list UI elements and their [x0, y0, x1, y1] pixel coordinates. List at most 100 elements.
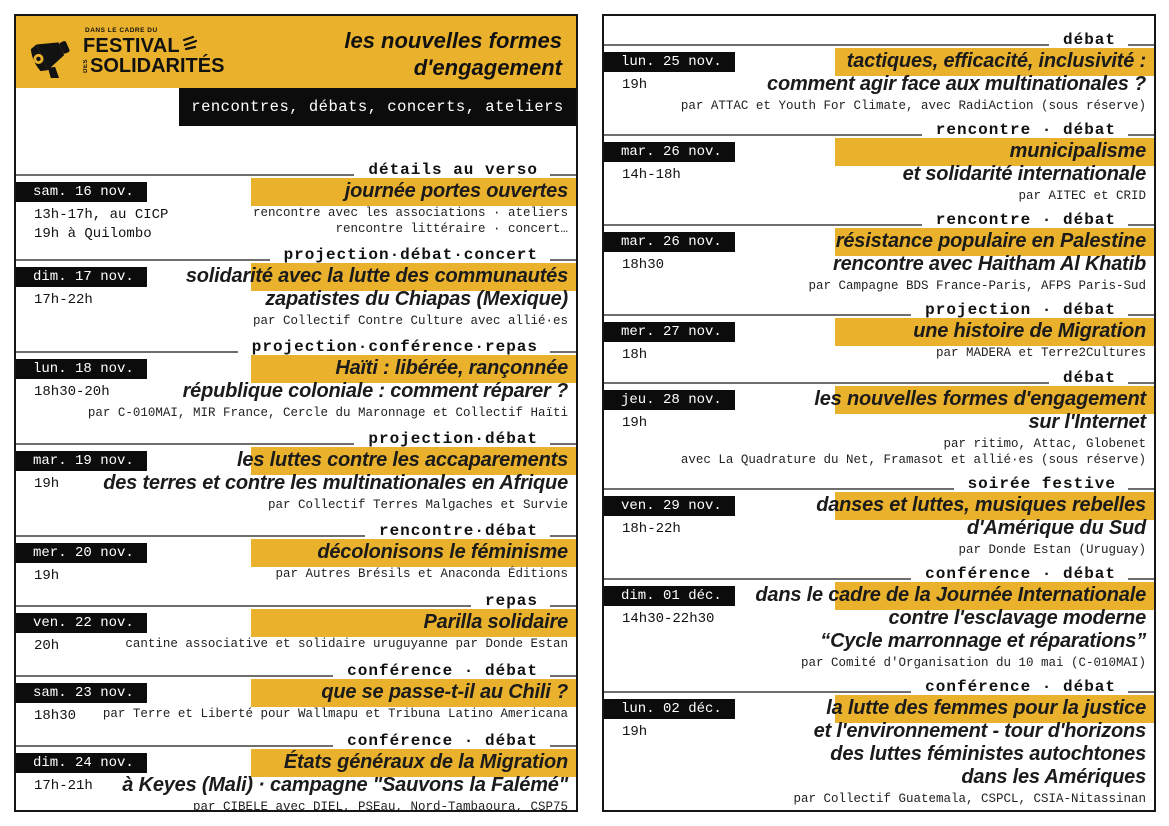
logo-solidarites: SOLIDARITÉS — [90, 55, 225, 78]
title-line: d'Amérique du Sud — [966, 517, 1146, 539]
event-type-label: repas — [484, 592, 538, 610]
event-date-box: sam. 16 nov. — [16, 182, 147, 202]
event-credits: par ATTAC et Youth For Climate, avec Rad… — [604, 98, 1154, 114]
credit-line: par Campagne BDS France-Paris, AFPS Pari… — [808, 279, 1146, 293]
event-time: 14h30-22h30 — [622, 610, 714, 629]
event-time: 13h-17h, au CICP 19h à Quilombo — [34, 206, 168, 244]
credit-line: par MADERA et Terre2Cultures — [935, 346, 1146, 360]
event-type-label: conférence · débat — [347, 662, 538, 680]
title-highlight-bar — [251, 609, 576, 637]
event-item: projection·débat mar. 19 nov. 19h les lu… — [16, 429, 576, 513]
event-type-label: rencontre · débat — [935, 211, 1116, 229]
event-credits: par Collectif Terres Malgaches et Survie — [16, 497, 576, 513]
event-credits: par Collectif Contre Culture avec allié·… — [16, 313, 576, 329]
event-type-label: conférence · débat — [925, 678, 1116, 696]
title-highlight-bar — [251, 447, 576, 475]
page-left: DANS LE CADRE DU FESTIVAL DES SOLIDARITÉ… — [14, 14, 578, 812]
event-date-box: dim. 17 nov. — [16, 267, 147, 287]
title-highlight-bar — [835, 582, 1154, 610]
event-type-label: détails au verso — [368, 161, 538, 179]
rule-line-left — [604, 382, 1049, 384]
event-date-box: dim. 24 nov. — [16, 753, 147, 773]
event-date-box: mar. 26 nov. — [604, 142, 735, 162]
event-item: conférence · débat dim. 24 nov. 17h-21h … — [16, 731, 576, 812]
title-line: dans les Amériques — [961, 766, 1146, 788]
events-list-left: détails au verso sam. 16 nov. 13h-17h, a… — [16, 126, 576, 812]
title-line: États généraux de la Migration — [283, 751, 568, 773]
event-item: repas ven. 22 nov. 20h Parilla solidaire… — [16, 591, 576, 654]
event-credits: par Terre et Liberté pour Wallmapu et Tr… — [16, 706, 576, 722]
rays-icon — [182, 36, 197, 51]
title-line: danses et luttes, musiques rebelles — [816, 494, 1146, 516]
credit-line: par Autres Brésils et Anaconda Éditions — [275, 567, 568, 581]
credit-line: par Collectif Terres Malgaches et Survie — [267, 498, 568, 512]
title-line: rencontre avec Haitham Al Khatib — [833, 253, 1146, 275]
rule-line-left — [16, 443, 355, 445]
title-highlight-bar — [835, 492, 1154, 520]
rule-line-right — [1128, 314, 1154, 316]
event-title: une histoire de Migration — [604, 320, 1154, 343]
event-time: 14h-18h — [622, 166, 681, 185]
title-line: tactiques, efficacité, inclusivité : — [846, 50, 1146, 72]
event-item: débat lun. 25 nov. 19h tactiques, effica… — [604, 30, 1154, 114]
credit-line: par ATTAC et Youth For Climate, avec Rad… — [680, 99, 1146, 113]
event-time: 19h — [34, 475, 59, 494]
rule-line-left — [604, 578, 912, 580]
events-list-right: débat lun. 25 nov. 19h tactiques, effica… — [604, 16, 1154, 807]
event-credits: par ritimo, Attac, Globenet avec La Quadr… — [604, 436, 1154, 468]
rule-line-right — [550, 605, 576, 607]
time-line: 14h30-22h30 — [622, 611, 715, 627]
event-credits: par Autres Brésils et Anaconda Éditions — [16, 566, 576, 582]
event-time: 19h — [622, 76, 647, 95]
event-title: la lutte des femmes pour la justice et l'… — [604, 697, 1154, 789]
title-highlight-bar — [251, 679, 576, 707]
event-credits: par AITEC et CRID — [604, 188, 1154, 204]
time-line: 19h — [622, 415, 648, 431]
rule-line-right — [1128, 578, 1154, 580]
title-line: journée portes ouvertes — [344, 180, 568, 202]
festival-solidarites-logo: DANS LE CADRE DU FESTIVAL DES SOLIDARITÉ… — [28, 26, 224, 78]
time-line: 18h-22h — [622, 521, 681, 537]
title-highlight-bar — [251, 749, 576, 777]
rule-line-left — [16, 605, 471, 607]
event-date-box: mer. 27 nov. — [604, 322, 735, 342]
credit-line: par CIBELE avec DIEL, PSEau, Nord-Tambao… — [192, 800, 568, 812]
event-type-label: conférence · débat — [925, 565, 1116, 583]
rule-line-right — [550, 745, 576, 747]
megaphone-icon — [30, 41, 70, 78]
event-credits: cantine associative et solidaire uruguya… — [16, 636, 576, 652]
event-time: 18h30 — [34, 707, 76, 726]
title-line: Haïti : libérée, rançonnée — [335, 357, 568, 379]
event-item: détails au verso sam. 16 nov. 13h-17h, a… — [16, 160, 576, 242]
event-date-box: ven. 29 nov. — [604, 496, 735, 516]
event-type-label: projection·débat — [368, 430, 538, 448]
event-date-box: jeu. 28 nov. — [604, 390, 735, 410]
event-date-box: lun. 25 nov. — [604, 52, 735, 72]
time-line: 18h30 — [34, 708, 77, 724]
time-line: 14h-18h — [622, 167, 681, 183]
credit-line: par Donde Estan (Uruguay) — [958, 543, 1146, 557]
event-date-box: mer. 20 nov. — [16, 543, 147, 563]
rule-line-right — [550, 443, 576, 445]
event-type-label: débat — [1062, 31, 1116, 49]
event-time: 19h — [622, 414, 647, 433]
title-line: solidarité avec la lutte des communautés — [185, 265, 568, 287]
event-time: 18h30-20h — [34, 383, 110, 402]
rule-line-right — [1128, 134, 1154, 136]
event-type-label: débat — [1062, 369, 1116, 387]
time-line: 19h à Quilombo — [34, 226, 152, 242]
rule-line-left — [16, 259, 270, 261]
title-line: dans le cadre de la Journée Internationa… — [755, 584, 1146, 606]
rule-line-right — [1128, 488, 1154, 490]
event-title: les luttes contre les accaparements des t… — [16, 449, 576, 495]
rule-line-left — [604, 134, 922, 136]
logo-des: DES — [83, 59, 89, 74]
title-line: que se passe-t-il au Chili ? — [321, 681, 568, 703]
rule-line-right — [1128, 224, 1154, 226]
time-line: 17h-22h — [34, 292, 93, 308]
title-line: municipalisme — [1009, 140, 1147, 162]
title-line: république coloniale : comment réparer ? — [182, 380, 569, 402]
event-time: 18h — [622, 346, 647, 365]
event-type-label: conférence · débat — [347, 732, 538, 750]
event-time: 19h — [34, 567, 59, 586]
